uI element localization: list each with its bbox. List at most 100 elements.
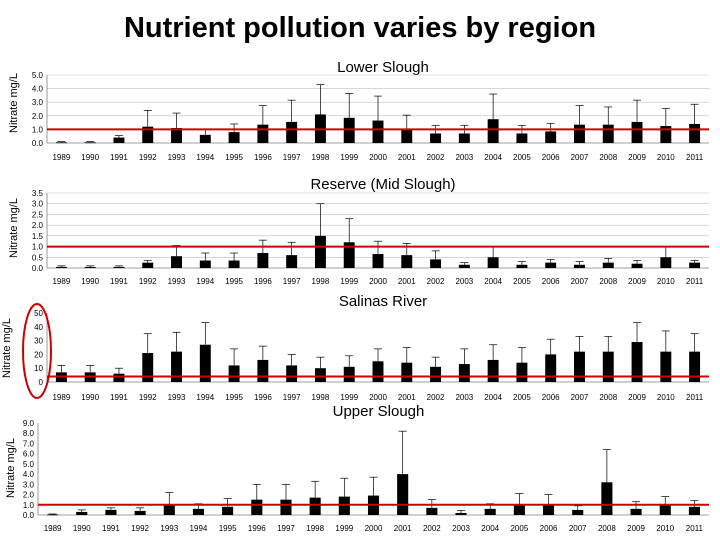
- x-tick-label: 2004: [484, 153, 502, 162]
- x-tick-label: 1991: [102, 524, 120, 533]
- bar: [602, 124, 614, 143]
- bar: [572, 509, 584, 515]
- y-tick-label: 9.0: [23, 419, 35, 428]
- bar: [545, 262, 557, 268]
- x-tick-label: 2011: [686, 153, 704, 162]
- bar: [113, 137, 125, 143]
- bar: [199, 260, 211, 268]
- bar: [401, 255, 413, 268]
- x-tick-label: 2011: [686, 393, 704, 402]
- x-tick-label: 2009: [628, 393, 646, 402]
- bar: [543, 504, 555, 515]
- x-tick-label: 2010: [657, 153, 675, 162]
- bar: [171, 128, 182, 143]
- bar: [199, 344, 211, 382]
- bar: [286, 255, 298, 268]
- x-tick-label: 1997: [283, 153, 301, 162]
- y-tick-label: 6.0: [23, 450, 35, 459]
- bar: [458, 264, 470, 268]
- bar: [343, 117, 355, 143]
- bar: [372, 361, 384, 382]
- y-tick-label: 2.0: [23, 491, 35, 500]
- y-tick-label: 1.5: [32, 232, 44, 241]
- bar: [113, 373, 125, 382]
- y-tick-label: 2.0: [32, 112, 44, 121]
- x-tick-label: 1996: [248, 524, 266, 533]
- bar: [487, 359, 499, 382]
- y-tick-label: 4.0: [32, 85, 44, 94]
- x-tick-label: 2010: [657, 277, 675, 286]
- x-tick-label: 1995: [219, 524, 237, 533]
- x-tick-label: 1995: [225, 393, 243, 402]
- bar: [574, 264, 585, 268]
- bar: [630, 508, 642, 515]
- x-tick-label: 2002: [423, 524, 441, 533]
- bar: [631, 341, 643, 382]
- x-tick-label: 2002: [427, 153, 445, 162]
- bar: [84, 142, 96, 144]
- bar: [430, 366, 442, 382]
- panel-title: Salinas River: [339, 293, 427, 310]
- x-tick-label: 2007: [571, 153, 589, 162]
- y-tick-label: 3.0: [32, 200, 44, 209]
- y-tick-label: 3.0: [23, 480, 35, 489]
- x-tick-label: 1992: [139, 393, 157, 402]
- bar: [142, 353, 154, 382]
- x-tick-label: 2007: [571, 393, 589, 402]
- y-tick-label: 4.0: [23, 470, 35, 479]
- x-tick-label: 2001: [398, 393, 416, 402]
- y-tick-label: 1.0: [32, 243, 44, 252]
- x-tick-label: 2006: [542, 277, 560, 286]
- bar: [192, 508, 204, 515]
- x-tick-label: 2006: [542, 153, 560, 162]
- bar: [601, 482, 613, 515]
- x-tick-label: 1993: [160, 524, 178, 533]
- bar: [228, 260, 240, 268]
- bar: [426, 507, 438, 515]
- x-tick-label: 2000: [369, 277, 387, 286]
- x-tick-label: 1999: [340, 393, 358, 402]
- x-tick-label: 1996: [254, 277, 272, 286]
- bar: [55, 142, 67, 144]
- x-tick-label: 2010: [656, 524, 674, 533]
- y-tick-label: 3.5: [32, 189, 44, 198]
- bar: [343, 242, 355, 268]
- x-tick-label: 1997: [277, 524, 295, 533]
- x-tick-label: 1998: [312, 393, 330, 402]
- bar: [105, 509, 117, 515]
- bar: [458, 364, 470, 382]
- bar: [602, 351, 614, 382]
- bar: [251, 499, 263, 515]
- x-tick-label: 1994: [196, 277, 214, 286]
- x-tick-label: 1994: [190, 524, 208, 533]
- bar: [659, 504, 671, 515]
- bar: [455, 512, 467, 515]
- bar: [76, 511, 88, 515]
- x-tick-label: 1997: [283, 393, 301, 402]
- bar: [314, 235, 326, 268]
- x-tick-label: 2008: [599, 393, 617, 402]
- bar: [660, 351, 672, 382]
- x-tick-label: 2006: [542, 393, 560, 402]
- panel-title: Lower Slough: [337, 59, 429, 76]
- bar: [257, 359, 269, 382]
- bar: [47, 514, 59, 516]
- x-tick-label: 2009: [628, 153, 646, 162]
- y-tick-label: 3.0: [32, 98, 44, 107]
- bar: [171, 351, 182, 382]
- x-tick-label: 1992: [131, 524, 149, 533]
- bar: [142, 262, 154, 268]
- x-tick-label: 2008: [599, 277, 617, 286]
- x-tick-label: 1996: [254, 153, 272, 162]
- x-tick-label: 1989: [52, 153, 70, 162]
- bar: [142, 126, 154, 143]
- bar: [484, 508, 496, 515]
- bar: [487, 119, 499, 143]
- x-tick-label: 1990: [81, 393, 99, 402]
- x-tick-label: 1991: [110, 153, 128, 162]
- x-tick-label: 2007: [571, 277, 589, 286]
- x-tick-label: 2002: [427, 393, 445, 402]
- bar: [280, 499, 292, 515]
- y-axis-label: Nitrate mg/L: [5, 438, 17, 498]
